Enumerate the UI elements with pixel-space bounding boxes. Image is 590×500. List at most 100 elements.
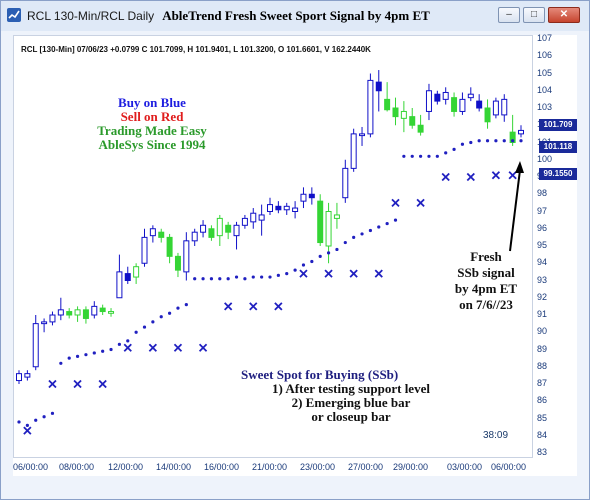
price-bar bbox=[91, 305, 98, 316]
price-axis[interactable] bbox=[533, 35, 577, 458]
stop-x-marker bbox=[416, 198, 425, 208]
price-bar bbox=[300, 193, 307, 202]
time-tick-label: 12/00:00 bbox=[108, 462, 144, 472]
support-dot bbox=[352, 235, 356, 239]
price-bar bbox=[425, 90, 432, 112]
price-tick-label: 103 bbox=[537, 102, 553, 112]
maximize-button[interactable]: □ bbox=[523, 7, 545, 23]
support-dot bbox=[511, 139, 515, 143]
support-dot bbox=[293, 268, 297, 272]
price-bar bbox=[442, 91, 449, 100]
support-dot bbox=[435, 154, 439, 158]
stop-price-tag: 101.118 bbox=[539, 141, 577, 154]
stop-x-marker bbox=[374, 269, 383, 278]
stop-x-marker bbox=[98, 379, 107, 389]
time-tick-label: 23/00:00 bbox=[300, 462, 336, 472]
support-dot bbox=[494, 139, 498, 143]
time-tick-label: 21/00:00 bbox=[252, 462, 288, 472]
annotation-line: by 4pm ET bbox=[454, 281, 518, 296]
price-bar bbox=[74, 309, 81, 316]
support-dot bbox=[419, 154, 423, 158]
price-tick-label: 93 bbox=[537, 274, 548, 285]
price-bar bbox=[392, 107, 399, 118]
support-dot bbox=[251, 275, 255, 279]
support-dot bbox=[477, 139, 481, 143]
time-tick-label: 08/00:00 bbox=[59, 462, 95, 472]
price-tick-label: 92 bbox=[537, 291, 548, 302]
support-dot bbox=[410, 154, 414, 158]
support-dot bbox=[159, 315, 163, 319]
support-dot bbox=[126, 339, 130, 343]
support-dot bbox=[151, 320, 155, 324]
stop-x-marker bbox=[441, 172, 450, 182]
support-dot bbox=[519, 139, 523, 143]
price-bar bbox=[225, 224, 232, 233]
price-bar bbox=[116, 271, 123, 299]
signal-arrow bbox=[509, 169, 521, 252]
ohlc-readout: RCL [130-Min] 07/06/23 +0.0799 C 101.709… bbox=[21, 45, 371, 54]
sweet-spot-title: Sweet Spot for Buying (SSb) bbox=[241, 367, 399, 382]
stop-x-marker bbox=[508, 171, 517, 180]
price-bar bbox=[409, 116, 416, 126]
time-tick-label: 29/00:00 bbox=[393, 462, 429, 472]
support-dot bbox=[67, 356, 71, 360]
price-tick-label: 106 bbox=[537, 50, 553, 61]
support-dot bbox=[50, 411, 55, 415]
price-bar bbox=[501, 98, 508, 116]
stop-x-marker bbox=[48, 379, 57, 389]
support-dot bbox=[84, 353, 88, 357]
last-price-tag: 101.709 bbox=[539, 119, 577, 132]
annotation-line: SSb signal bbox=[457, 265, 515, 280]
price-bar bbox=[384, 98, 391, 111]
support-dot bbox=[243, 277, 247, 281]
price-bar bbox=[124, 273, 131, 282]
price-bar bbox=[367, 79, 374, 135]
stop-x-marker bbox=[391, 198, 400, 208]
price-tick-label: 90 bbox=[537, 326, 548, 337]
time-tick-label: 27/00:00 bbox=[348, 462, 384, 472]
support-dot bbox=[117, 342, 121, 346]
support-dot bbox=[109, 347, 113, 352]
stop-x-marker bbox=[249, 302, 258, 311]
stop-x-marker bbox=[198, 343, 208, 352]
minimize-button[interactable]: – bbox=[498, 7, 520, 23]
support-dot bbox=[502, 139, 506, 143]
annotation-line: Fresh bbox=[470, 249, 502, 264]
price-bar bbox=[459, 98, 466, 112]
time-tick-label: 06/00:00 bbox=[13, 462, 49, 472]
price-bar bbox=[283, 205, 290, 211]
support-dot bbox=[75, 354, 80, 358]
time-tick-label: 06/00:00 bbox=[491, 462, 527, 472]
price-bar bbox=[308, 193, 315, 199]
ohlc-chart bbox=[16, 70, 524, 435]
close-button[interactable]: ✕ bbox=[548, 7, 580, 23]
support-dot bbox=[226, 277, 230, 281]
support-dot bbox=[335, 247, 339, 252]
price-bar bbox=[484, 107, 491, 123]
window-titlebar[interactable]: RCL 130-Min/RCL Daily AbleTrend Fresh Sw… bbox=[1, 1, 589, 31]
support-dot bbox=[268, 275, 272, 279]
support-dot bbox=[176, 306, 180, 310]
stop-x-marker bbox=[173, 343, 183, 352]
price-tick-label: 87 bbox=[537, 378, 548, 388]
stop-x-marker bbox=[324, 269, 333, 278]
support-dot bbox=[368, 228, 372, 233]
price-tick-label: 100 bbox=[537, 153, 553, 164]
price-bar bbox=[476, 100, 483, 109]
price-tick-label: 107 bbox=[537, 33, 553, 43]
stop-x-marker bbox=[491, 171, 501, 180]
price-bar bbox=[359, 133, 366, 137]
support-dot bbox=[134, 330, 138, 334]
stop-x-marker bbox=[73, 379, 82, 389]
price-tick-label: 96 bbox=[537, 222, 548, 233]
price-bar bbox=[41, 321, 48, 325]
price-bar bbox=[467, 93, 474, 99]
price-bar bbox=[509, 131, 516, 144]
price-bar bbox=[342, 167, 349, 199]
price-bar bbox=[82, 309, 89, 319]
time-axis[interactable] bbox=[13, 458, 577, 476]
support-dot bbox=[209, 277, 214, 281]
support-dot bbox=[59, 361, 63, 365]
price-bar bbox=[325, 211, 332, 247]
support-dot bbox=[393, 218, 398, 222]
